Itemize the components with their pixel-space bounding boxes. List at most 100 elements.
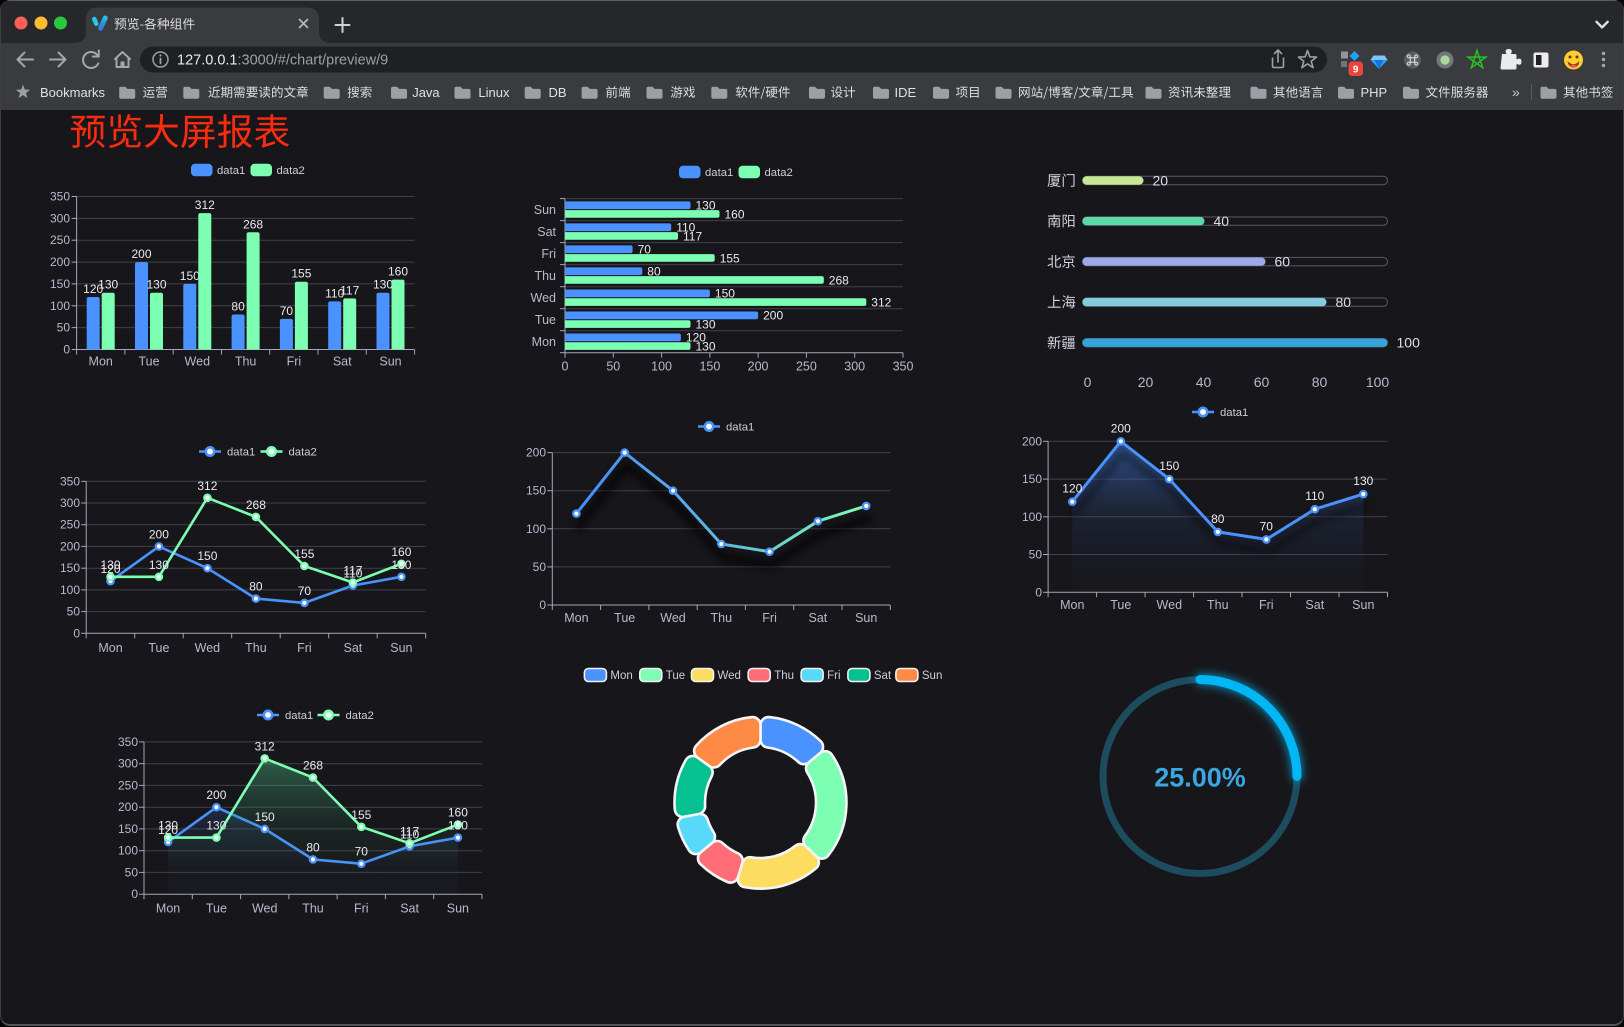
svg-text:150: 150 (60, 561, 80, 575)
svg-text:200: 200 (50, 255, 70, 269)
svg-text:100: 100 (60, 583, 80, 597)
svg-text:data1: data1 (1220, 407, 1248, 419)
svg-text:312: 312 (871, 295, 891, 309)
svg-text:130: 130 (149, 558, 169, 572)
svg-text:200: 200 (118, 800, 138, 814)
svg-text:Sun: Sun (379, 355, 401, 369)
svg-text:Mon: Mon (610, 670, 632, 682)
svg-text:127.0.0.1:3000/#/chart/preview: 127.0.0.1:3000/#/chart/preview/9 (177, 53, 388, 69)
svg-text:Sun: Sun (447, 902, 469, 916)
svg-text:250: 250 (60, 518, 80, 532)
svg-text:200: 200 (526, 446, 546, 460)
svg-text:»: » (1512, 84, 1520, 100)
svg-text:120: 120 (1062, 482, 1082, 496)
svg-text:Sun: Sun (922, 670, 942, 682)
svg-text:312: 312 (195, 198, 215, 212)
svg-text:Tue: Tue (206, 902, 227, 916)
svg-text:250: 250 (50, 233, 70, 247)
svg-text:117: 117 (340, 283, 359, 297)
svg-text:Mon: Mon (98, 641, 122, 655)
svg-text:Fri: Fri (1259, 598, 1274, 612)
svg-text:Fri: Fri (287, 355, 302, 369)
svg-text:Sat: Sat (874, 670, 892, 682)
svg-text:120: 120 (83, 282, 103, 296)
svg-text:130: 130 (206, 819, 226, 833)
svg-text:Mon: Mon (156, 902, 180, 916)
svg-text:Fri: Fri (827, 670, 840, 682)
svg-text:data1: data1 (726, 422, 754, 434)
svg-text:Thu: Thu (235, 355, 257, 369)
svg-text:80: 80 (231, 300, 245, 314)
svg-text:268: 268 (303, 759, 323, 773)
svg-text:120: 120 (686, 331, 706, 345)
svg-text:150: 150 (1159, 459, 1179, 473)
svg-text:data2: data2 (765, 167, 793, 179)
svg-text:data1: data1 (705, 167, 733, 179)
svg-text:155: 155 (294, 547, 314, 561)
svg-text:200: 200 (149, 527, 169, 541)
svg-text:Fri: Fri (541, 247, 556, 261)
svg-text:70: 70 (1260, 519, 1274, 533)
svg-text:160: 160 (391, 545, 411, 559)
svg-text:0: 0 (1035, 585, 1042, 599)
svg-text:130: 130 (98, 278, 118, 292)
svg-text:Tue: Tue (535, 313, 556, 327)
svg-text:Sun: Sun (1352, 598, 1374, 612)
svg-text:0: 0 (539, 598, 546, 612)
svg-text:312: 312 (197, 479, 217, 493)
svg-text:155: 155 (291, 267, 311, 281)
svg-text:130: 130 (373, 278, 393, 292)
svg-text:110: 110 (325, 286, 344, 300)
svg-text:130: 130 (100, 558, 120, 572)
svg-text:Wed: Wed (718, 670, 741, 682)
svg-text:300: 300 (50, 211, 70, 225)
svg-text:350: 350 (50, 190, 70, 204)
svg-text:data1: data1 (217, 165, 245, 177)
svg-text:0: 0 (131, 887, 138, 901)
svg-text:80: 80 (249, 580, 263, 594)
svg-text:130: 130 (146, 278, 166, 292)
svg-text:200: 200 (763, 309, 783, 323)
svg-text:120: 120 (100, 562, 120, 576)
svg-text:80: 80 (647, 265, 661, 279)
svg-text:300: 300 (844, 360, 865, 374)
svg-text:200: 200 (131, 247, 151, 261)
svg-text:130: 130 (391, 558, 411, 572)
svg-text:Tue: Tue (1110, 598, 1131, 612)
svg-text:200: 200 (1111, 421, 1131, 435)
svg-text:Tue: Tue (148, 641, 169, 655)
svg-text:150: 150 (715, 287, 735, 301)
svg-text:250: 250 (118, 778, 138, 792)
svg-text:160: 160 (388, 265, 408, 279)
svg-text:150: 150 (180, 269, 200, 283)
svg-text:Thu: Thu (1207, 598, 1229, 612)
svg-text:Thu: Thu (774, 670, 794, 682)
svg-text:150: 150 (197, 549, 217, 563)
svg-text:Wed: Wed (195, 641, 221, 655)
svg-text:100: 100 (651, 360, 672, 374)
svg-text:Tue: Tue (138, 355, 159, 369)
svg-text:150: 150 (1022, 472, 1042, 486)
svg-text:Thu: Thu (534, 269, 556, 283)
svg-text:150: 150 (255, 810, 275, 824)
svg-text:data2: data2 (346, 710, 374, 722)
svg-text:350: 350 (60, 474, 80, 488)
svg-text:312: 312 (255, 739, 275, 753)
svg-text:268: 268 (246, 498, 266, 512)
svg-text:130: 130 (696, 339, 716, 353)
svg-text:150: 150 (50, 277, 70, 291)
svg-text:120: 120 (158, 823, 178, 837)
svg-text:9: 9 (1353, 65, 1359, 76)
svg-text:IDE: IDE (895, 85, 917, 100)
svg-text:100: 100 (1366, 374, 1390, 390)
svg-text:20: 20 (1138, 374, 1154, 390)
svg-text:50: 50 (1029, 548, 1043, 562)
svg-text:100: 100 (50, 299, 70, 313)
svg-text:70: 70 (298, 584, 312, 598)
svg-text:150: 150 (118, 822, 138, 836)
svg-text:Wed: Wed (660, 611, 686, 625)
svg-text:0: 0 (63, 343, 70, 357)
svg-text:110: 110 (676, 221, 695, 235)
svg-text:117: 117 (400, 824, 419, 838)
svg-text:40: 40 (1196, 374, 1212, 390)
